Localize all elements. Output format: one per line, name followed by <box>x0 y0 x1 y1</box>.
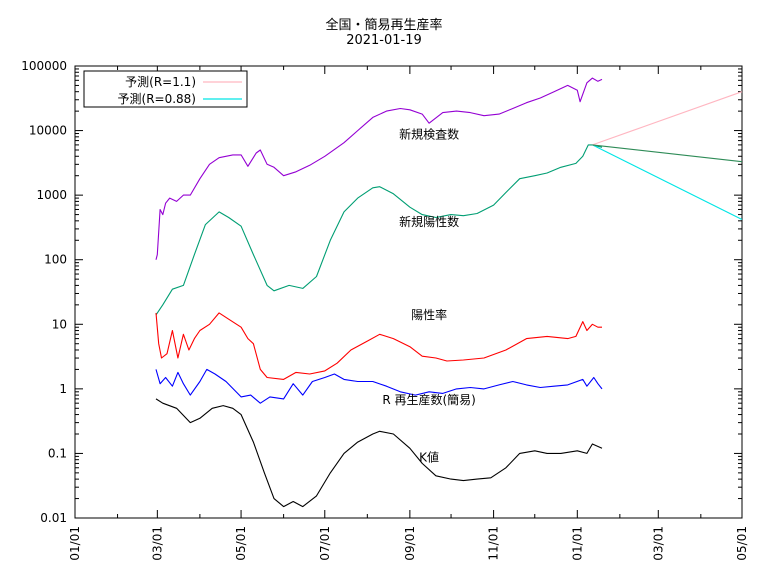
series-line <box>155 398 603 508</box>
series-line <box>592 144 743 220</box>
plot-frame <box>74 65 743 519</box>
x-tick-label: 07/01 <box>318 526 332 561</box>
x-tick-label: 11/01 <box>487 526 501 561</box>
legend-label: 予測(R=0.88) <box>118 92 196 106</box>
annotation-label: K値 <box>419 449 439 464</box>
chart-subtitle: 2021-01-19 <box>346 33 422 48</box>
x-tick-label: 05/01 <box>234 526 248 561</box>
x-tick-label: 01/01 <box>68 526 82 561</box>
chart-title: 全国・簡易再生産率 <box>325 18 443 33</box>
annotation-label: R 再生産数(簡易) <box>382 392 476 407</box>
x-tick-label: 03/01 <box>150 526 164 561</box>
series-line <box>155 144 603 316</box>
x-tick-label: 05/01 <box>735 526 749 561</box>
y-tick-label: 1000 <box>36 188 67 202</box>
x-tick-label: 01/01 <box>570 526 584 561</box>
annotation-label: 新規陽性数 <box>399 214 459 229</box>
y-tick-label: 0.1 <box>48 446 67 460</box>
series-line <box>592 144 743 163</box>
series-line <box>155 77 603 260</box>
legend-box <box>83 70 248 108</box>
x-tick-label: 09/01 <box>403 526 417 561</box>
series-line <box>155 368 603 404</box>
annotation-label: 陽性率 <box>411 307 447 322</box>
y-tick-label: 0.01 <box>40 511 67 525</box>
y-tick-label: 10 <box>52 317 67 331</box>
series-line <box>592 91 743 146</box>
annotation-label: 新規検査数 <box>399 127 459 142</box>
series-line <box>155 312 602 380</box>
y-tick-label: 100 <box>44 253 67 267</box>
legend-label: 予測(R=1.1) <box>125 75 196 89</box>
y-tick-label: 1 <box>59 382 67 396</box>
y-tick-label: 100000 <box>21 59 67 73</box>
y-tick-label: 10000 <box>29 124 67 138</box>
x-tick-label: 03/01 <box>651 526 665 561</box>
